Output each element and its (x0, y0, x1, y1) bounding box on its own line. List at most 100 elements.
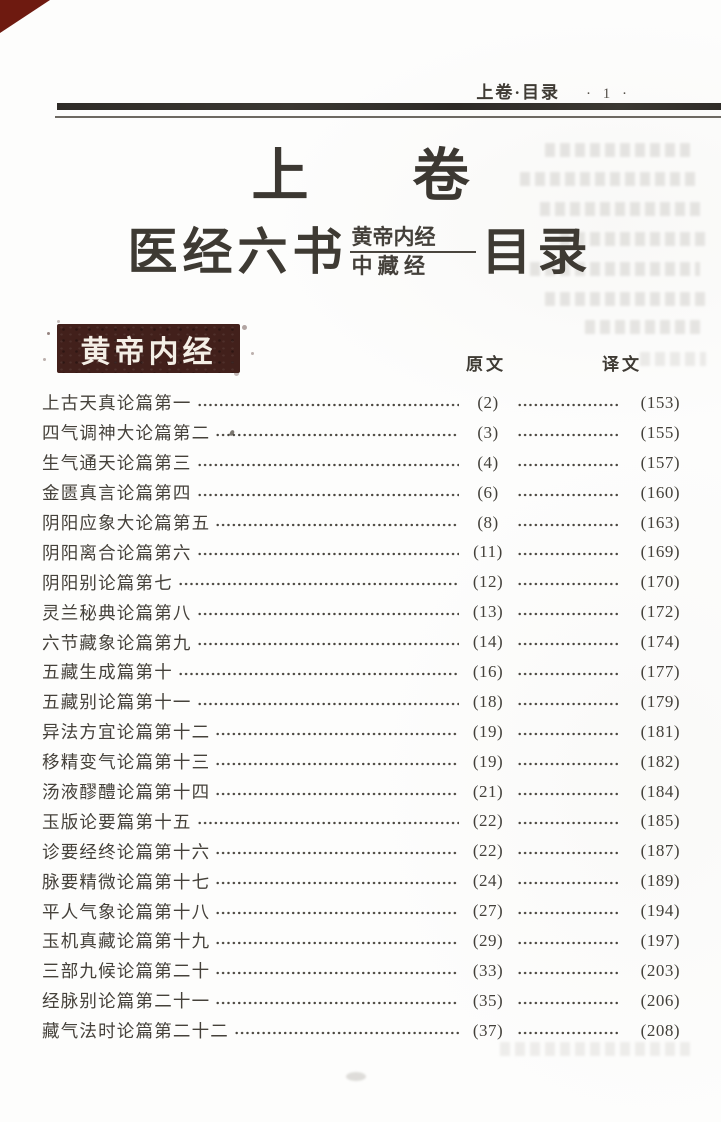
toc-entry: 藏气法时论篇第二十二 (37) (208) (42, 1016, 680, 1046)
dotted-leader (215, 994, 459, 1011)
toc-entry-original-page: (6) (477, 482, 499, 502)
dotted-leader (517, 665, 619, 682)
book-title-tail: 目录 (481, 224, 594, 280)
dotted-leader (517, 606, 619, 623)
page-corner-fold (0, 0, 50, 33)
bleed-through-text (585, 320, 703, 334)
toc-entry-title: 平人气象论篇第十八 (42, 901, 211, 922)
dotted-leader (196, 606, 459, 623)
toc-entry-translation-page: (181) (640, 721, 680, 741)
dotted-leader (196, 815, 459, 832)
toc-entry: 六节藏象论篇第九 (14) (174) (42, 627, 680, 657)
toc-entry-translation-page: (153) (640, 392, 680, 412)
toc-entry: 玉机真藏论篇第十九 (29) (197) (42, 926, 680, 956)
toc-entry-original-page: (18) (472, 691, 504, 711)
bleed-through-text (530, 262, 700, 276)
dotted-leader (215, 934, 459, 951)
toc-entry-title: 脉要精微论篇第十七 (42, 871, 211, 892)
toc-entry-title: 玉机真藏论篇第十九 (42, 931, 211, 952)
bleed-through-text (560, 232, 710, 246)
toc-list: 上古天真论篇第一 (2) (153) 四气调神大论篇第二 (3) (155) 生… (42, 388, 680, 1046)
dotted-leader (517, 994, 619, 1011)
toc-entry-title: 诊要经终论篇第十六 (42, 841, 211, 862)
toc-entry-title: 异法方宜论篇第十二 (42, 722, 211, 743)
toc-entry-translation-page: (169) (640, 542, 680, 562)
scan-smudge (346, 1072, 366, 1081)
toc-entry-translation-page: (177) (640, 661, 680, 681)
toc-entry-translation-page: (189) (640, 871, 680, 891)
dotted-leader (517, 516, 619, 533)
bleed-through-text (545, 143, 695, 157)
dotted-leader (215, 964, 459, 981)
column-label-original: 原文 (466, 355, 506, 374)
toc-entry-translation-page: (170) (640, 572, 680, 592)
toc-entry-original-page: (13) (472, 602, 504, 622)
toc-entry-translation-page: (174) (640, 632, 680, 652)
dotted-leader (196, 396, 459, 413)
dotted-leader (517, 725, 619, 742)
toc-entry-translation-page: (208) (640, 1020, 680, 1040)
toc-entry-original-page: (33) (472, 960, 504, 980)
volume-title: 上 卷 (0, 148, 721, 205)
dotted-leader (517, 755, 619, 772)
dotted-leader (517, 964, 619, 981)
toc-entry-title: 阴阳别论篇第七 (42, 572, 173, 593)
toc-entry-translation-page: (160) (640, 482, 680, 502)
toc-entry-original-page: (8) (477, 512, 499, 532)
toc-entry-original-page: (14) (472, 632, 504, 652)
bleed-through-text (640, 352, 706, 366)
toc-entry-original-page: (22) (472, 811, 504, 831)
toc-entry: 三部九候论篇第二十 (33) (203) (42, 956, 680, 986)
toc-entry-original-page: (37) (472, 1020, 504, 1040)
section-banner-label: 黄帝内经 (80, 335, 217, 369)
toc-entry-title: 五藏生成篇第十 (42, 662, 173, 683)
book-title-main: 医经六书 (127, 224, 348, 280)
running-header-page-number: · 1 · (586, 86, 631, 102)
toc-entry-title: 藏气法时论篇第二十二 (42, 1021, 229, 1042)
dotted-leader (215, 785, 459, 802)
toc-entry-title: 汤液醪醴论篇第十四 (42, 782, 211, 803)
dotted-leader (234, 1024, 459, 1041)
toc-entry: 经脉别论篇第二十一 (35) (206) (42, 986, 680, 1016)
toc-entry-title: 金匮真言论篇第四 (42, 483, 192, 504)
toc-entry-original-page: (2) (477, 392, 499, 412)
volume-title-char-right: 卷 (412, 145, 470, 208)
dotted-leader (215, 426, 459, 443)
dotted-leader (177, 665, 459, 682)
toc-entry-original-page: (4) (477, 452, 499, 472)
toc-entry-title: 六节藏象论篇第九 (42, 632, 192, 653)
toc-entry-title: 生气通天论篇第三 (42, 453, 192, 474)
dotted-leader (517, 576, 619, 593)
dotted-leader (215, 875, 459, 892)
dotted-leader (517, 845, 619, 862)
toc-entry-translation-page: (206) (640, 990, 680, 1010)
volume-title-char-left: 上 (251, 145, 309, 208)
toc-entry-translation-page: (203) (640, 960, 680, 980)
toc-entry-translation-page: (163) (640, 512, 680, 532)
dotted-leader (215, 725, 459, 742)
toc-entry-original-page: (3) (477, 422, 499, 442)
dotted-leader (215, 905, 459, 922)
dotted-leader (517, 905, 619, 922)
toc-entry: 汤液醪醴论篇第十四 (21) (184) (42, 777, 680, 807)
bleed-through-text (545, 292, 705, 306)
toc-entry-title: 灵兰秘典论篇第八 (42, 602, 192, 623)
bleed-through-text (540, 202, 705, 216)
toc-entry-original-page: (24) (472, 871, 504, 891)
toc-entry-original-page: (19) (472, 721, 504, 741)
dotted-leader (517, 546, 619, 563)
dotted-leader (517, 486, 619, 503)
toc-entry-title: 经脉别论篇第二十一 (42, 991, 211, 1012)
toc-entry-original-page: (16) (472, 661, 504, 681)
toc-entry-translation-page: (194) (640, 901, 680, 921)
header-rule-thin (55, 116, 721, 118)
toc-entry: 移精变气论篇第十三 (19) (182) (42, 747, 680, 777)
dotted-leader (517, 456, 619, 473)
dotted-leader (517, 815, 619, 832)
toc-entry: 脉要精微论篇第十七 (24) (189) (42, 866, 680, 896)
toc-entry-translation-page: (184) (640, 781, 680, 801)
dotted-leader (517, 934, 619, 951)
toc-entry: 阴阳应象大论篇第五 (8) (163) (42, 508, 680, 538)
dotted-leader (196, 636, 459, 653)
toc-entry-translation-page: (155) (640, 422, 680, 442)
